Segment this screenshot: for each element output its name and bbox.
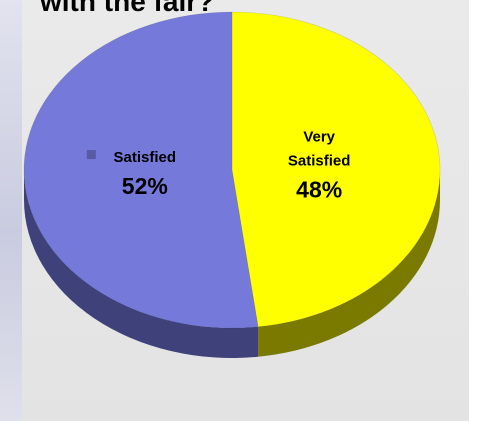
- slice-label-satisfied: Satisfied: [114, 149, 177, 166]
- pie-slice-satisfied: [23, 11, 259, 329]
- slice-label-very-satisfied-line-1: Very: [303, 129, 335, 146]
- legend-key-satisfied: [86, 150, 96, 160]
- pie-side-satisfied: [24, 170, 259, 358]
- slice-value-very-satisfied: 48%: [296, 177, 342, 203]
- left-decor-band: [0, 0, 22, 421]
- slice-value-satisfied: 52%: [122, 173, 168, 199]
- slice-label-very-satisfied-line-2: Satisfied: [288, 153, 351, 170]
- pie-side-very-satisfied: [258, 170, 440, 357]
- right-margin: [469, 0, 487, 421]
- pie-slice-very-satisfied: [231, 11, 441, 328]
- chart-title: with the fair?: [40, 0, 215, 17]
